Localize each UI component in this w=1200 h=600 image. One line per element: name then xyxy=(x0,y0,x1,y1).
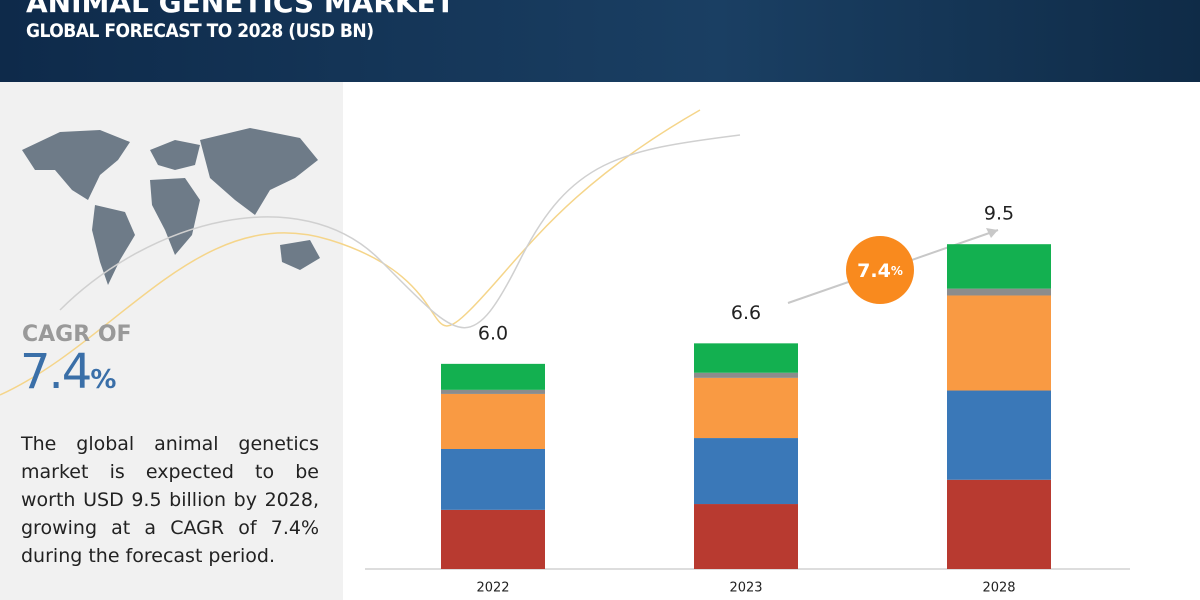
badge-text: 7.4% xyxy=(857,260,903,282)
bar-segment xyxy=(947,479,1051,569)
total-label: 6.0 xyxy=(478,322,508,344)
bar-segment xyxy=(947,295,1051,391)
cagr-badge xyxy=(846,236,914,304)
subtitle: GLOBAL FORECAST TO 2028 (USD BN) xyxy=(26,20,374,42)
header: ANIMAL GENETICS MARKET GLOBAL FORECAST T… xyxy=(0,0,1200,82)
total-label: 9.5 xyxy=(984,203,1014,225)
cagr-unit: % xyxy=(90,365,117,395)
bar-segment xyxy=(947,244,1051,289)
bar-segment xyxy=(441,448,545,510)
total-label: 6.6 xyxy=(731,302,761,324)
bar-segment xyxy=(441,363,545,390)
cagr-number: 7.4 xyxy=(20,344,92,400)
cagr-value: 7.4% xyxy=(20,344,116,400)
bar-segment xyxy=(441,509,545,569)
badge-unit: % xyxy=(891,264,903,278)
world-map xyxy=(22,128,320,285)
bar-segment xyxy=(694,377,798,439)
bar-segment xyxy=(441,393,545,449)
bar-segment xyxy=(947,288,1051,296)
x-tick-label: 2022 xyxy=(476,581,509,596)
bar-segment xyxy=(694,504,798,569)
bar-segment xyxy=(947,390,1051,480)
decor-curve xyxy=(0,109,701,396)
bar-segment xyxy=(441,389,545,394)
x-tick-label: 2028 xyxy=(982,581,1015,596)
bar-segment xyxy=(694,438,798,505)
cagr-label: CAGR OF xyxy=(22,322,132,347)
bar-segment xyxy=(694,372,798,378)
arrow-head xyxy=(986,228,998,238)
description: The global animal genetics market is exp… xyxy=(21,433,319,567)
decor-curve xyxy=(59,134,741,329)
bar-segment xyxy=(694,343,798,373)
x-tick-label: 2023 xyxy=(729,581,762,596)
badge-value: 7.4 xyxy=(857,260,891,282)
title: ANIMAL GENETICS MARKET xyxy=(26,0,455,19)
